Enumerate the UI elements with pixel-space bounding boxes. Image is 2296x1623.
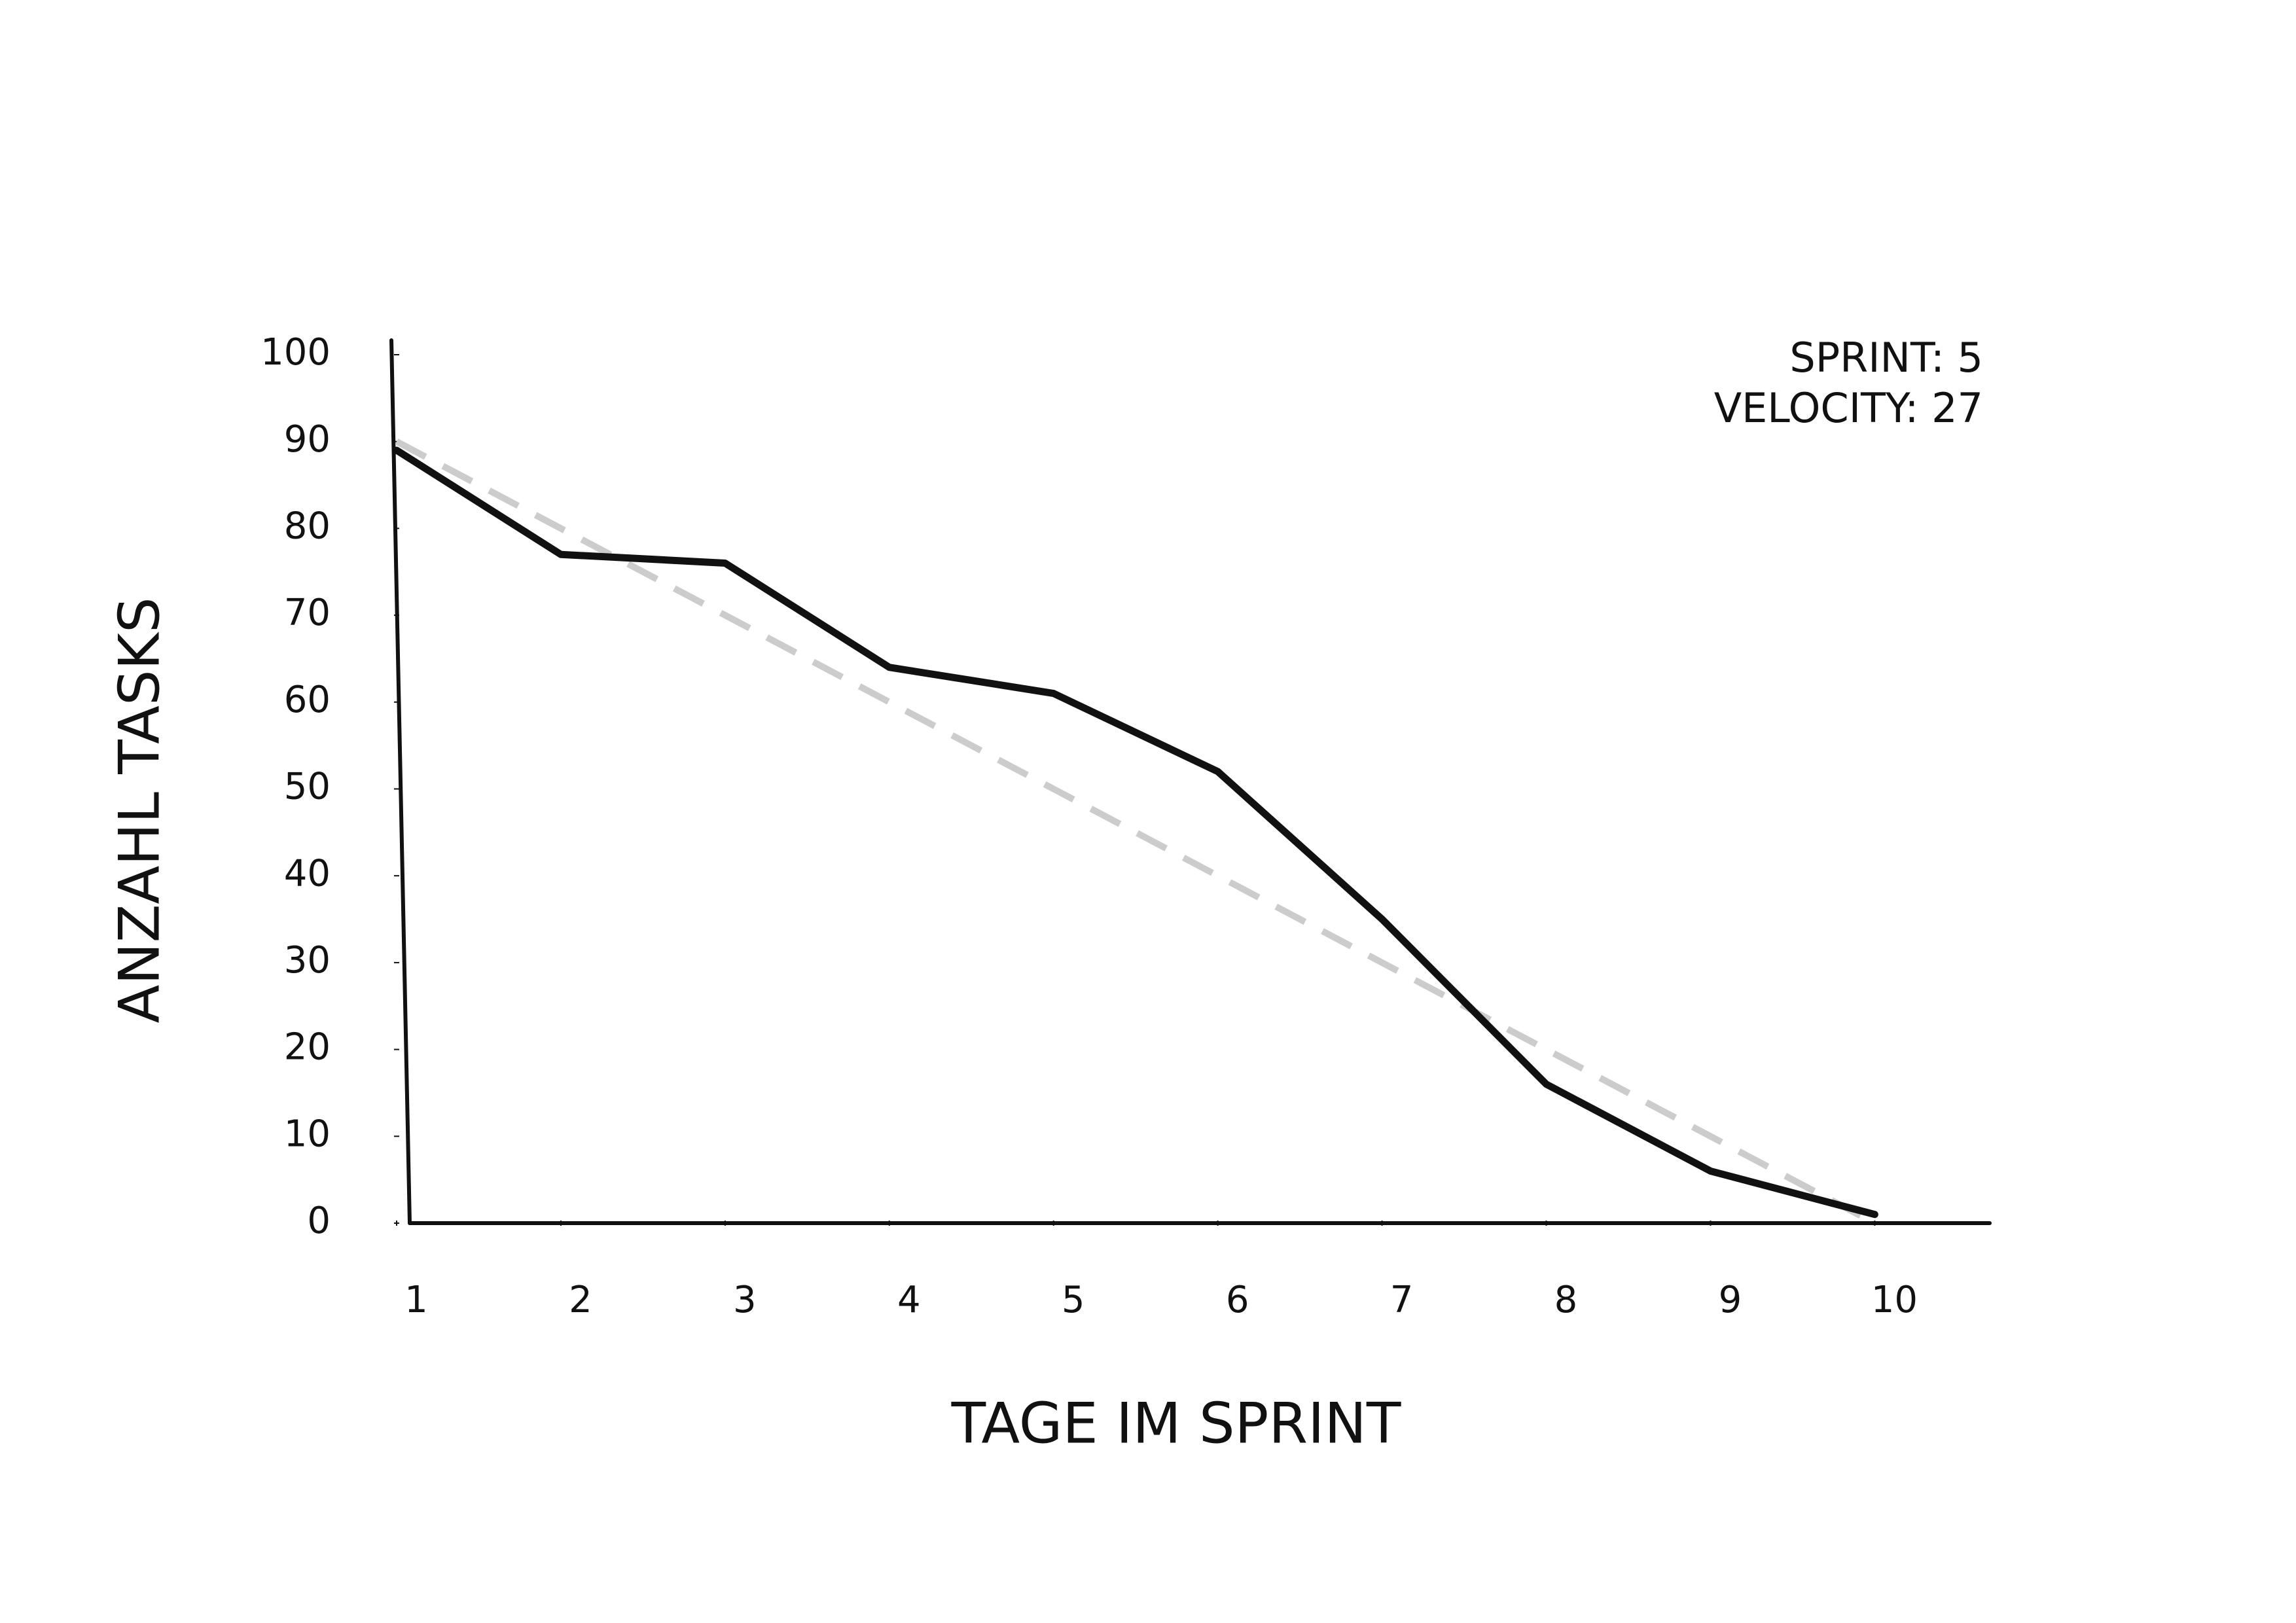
y-axis-title: ANZAHL TASKS (107, 597, 172, 1023)
y-tick-label: 100 (260, 331, 331, 374)
x-tick-label: 1 (404, 1279, 428, 1321)
x-tick-label: 7 (1390, 1279, 1414, 1321)
y-tick-label: 90 (284, 418, 331, 461)
y-tick-label: 50 (284, 766, 331, 808)
x-tick-label: 3 (733, 1279, 757, 1321)
x-tick-label: 8 (1554, 1279, 1578, 1321)
x-tick-label: 9 (1719, 1279, 1742, 1321)
y-tick-label: 70 (284, 592, 331, 634)
x-tick-label: 4 (897, 1279, 921, 1321)
y-tick-label: 30 (284, 939, 331, 982)
y-tick-label: 0 (307, 1200, 331, 1242)
y-tick-label: 10 (284, 1113, 331, 1155)
y-tick-label: 60 (284, 679, 331, 721)
x-tick-label: 5 (1062, 1279, 1085, 1321)
series-line (393, 446, 1878, 1219)
y-tick-label: 80 (284, 505, 331, 548)
y-tick-label: 20 (284, 1026, 331, 1069)
x-axis-title: TAGE IM SPRINT (951, 1391, 1401, 1456)
x-tick-label: 2 (569, 1279, 592, 1321)
series-line (395, 438, 1876, 1226)
y-axis (389, 338, 412, 1225)
x-tick-label: 10 (1871, 1279, 1918, 1321)
annotation: SPRINT: 5 (1789, 334, 1983, 382)
annotation: VELOCITY: 27 (1714, 384, 1983, 432)
y-tick-label: 40 (284, 852, 331, 895)
x-tick-label: 6 (1226, 1279, 1249, 1321)
